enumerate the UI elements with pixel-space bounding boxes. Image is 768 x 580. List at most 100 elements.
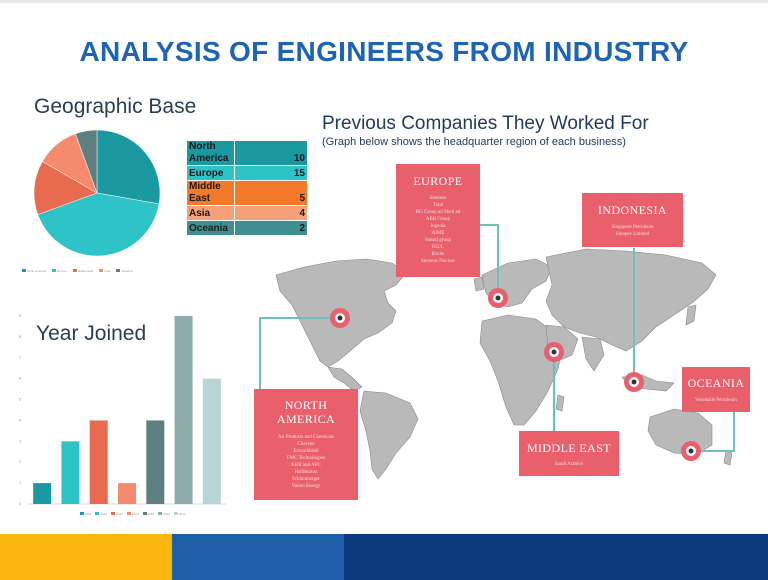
company-line: IGUL bbox=[432, 245, 444, 250]
y-tick-label: 4 bbox=[19, 417, 22, 422]
legend-swatch bbox=[95, 512, 100, 515]
bar-2013[interactable] bbox=[89, 420, 108, 504]
region-box-title: EUROPE bbox=[413, 174, 463, 188]
legend-swatch bbox=[52, 269, 57, 272]
geographic-table: North America 10 Europe 15 Middle East 5… bbox=[186, 140, 308, 236]
company-line: AIME bbox=[431, 231, 445, 236]
table-row: Oceania 2 bbox=[186, 220, 308, 236]
bar-legend-entry: 2012 bbox=[95, 512, 107, 516]
marker-north-america[interactable] bbox=[330, 308, 350, 328]
legend-label: 2011 bbox=[85, 512, 92, 516]
footer-segment bbox=[172, 534, 344, 580]
bar-2011[interactable] bbox=[33, 483, 52, 504]
legend-swatch bbox=[126, 512, 131, 515]
legend-swatch bbox=[111, 512, 116, 515]
land-japan bbox=[685, 304, 697, 326]
legend-swatch bbox=[158, 512, 163, 515]
geographic-base-heading: Geographic Base bbox=[34, 95, 197, 118]
table-region-cell: Asia bbox=[186, 205, 235, 221]
y-tick-label: 5 bbox=[19, 397, 22, 402]
table-region-cell: Middle East bbox=[186, 180, 235, 206]
table-count-cell: 10 bbox=[234, 140, 308, 166]
bar-2012[interactable] bbox=[61, 441, 80, 504]
land-madagascar bbox=[555, 394, 565, 412]
table-row: Middle East 5 bbox=[186, 180, 308, 206]
legend-swatch bbox=[80, 512, 84, 515]
geographic-pie-chart[interactable] bbox=[30, 126, 164, 260]
pie-slice-oceania[interactable] bbox=[75, 129, 98, 194]
bar-2015[interactable] bbox=[146, 420, 165, 504]
table-count-cell: 4 bbox=[234, 205, 308, 221]
y-tick-label: 7 bbox=[19, 355, 22, 360]
y-tick-label: 9 bbox=[19, 313, 22, 318]
legend-label: 2015 bbox=[147, 512, 155, 516]
map-markers bbox=[330, 288, 701, 461]
region-box-title: OCEANIA bbox=[687, 376, 745, 390]
previous-companies-subheading: (Graph below shows the headquarter regio… bbox=[322, 136, 626, 148]
company-line: FMC Technologies bbox=[286, 456, 326, 461]
marker-oceania[interactable] bbox=[681, 441, 701, 461]
region-box-title: NORTH AMERICA bbox=[276, 398, 336, 426]
pie-legend-entry: Middle East bbox=[72, 269, 93, 273]
marker-middle-east[interactable] bbox=[544, 342, 564, 362]
table-region-cell: Oceania bbox=[186, 220, 235, 236]
legend-label: 2017 bbox=[178, 512, 186, 516]
connector-north-america bbox=[259, 317, 340, 389]
world-map bbox=[259, 224, 735, 480]
y-tick-label: 1 bbox=[19, 480, 22, 485]
legend-swatch bbox=[99, 269, 104, 272]
bar-2014[interactable] bbox=[118, 483, 136, 504]
legend-label: 2012 bbox=[100, 512, 108, 516]
legend-label: Europe bbox=[57, 269, 67, 273]
land-new-zealand bbox=[723, 450, 733, 466]
company-line: ExxonMobil bbox=[293, 449, 319, 454]
table-row: Asia 4 bbox=[186, 205, 308, 221]
land-uk bbox=[473, 276, 485, 292]
company-line: Halliburton bbox=[294, 470, 318, 475]
legend-label: North America bbox=[27, 269, 47, 273]
marker-europe[interactable] bbox=[488, 288, 508, 308]
year-joined-bar-chart[interactable]: 0 1 2 3 4 5 6 7 8 9 bbox=[12, 308, 232, 512]
y-tick-label: 8 bbox=[19, 334, 22, 339]
pie-slice-europe[interactable] bbox=[37, 192, 160, 257]
land-asia bbox=[545, 248, 717, 352]
region-box-list: Saudi Aramco bbox=[519, 461, 619, 468]
table-region-cell: Europe bbox=[186, 165, 235, 181]
y-tick-label: 0 bbox=[19, 501, 22, 506]
footer-segment bbox=[0, 534, 172, 580]
pie-slice-north-america[interactable] bbox=[96, 129, 161, 205]
legend-swatch bbox=[22, 269, 26, 272]
connector-europe bbox=[480, 224, 499, 298]
y-tick-label: 2 bbox=[19, 459, 22, 464]
pie-legend: North America Europe Middle East Asia Oceani… bbox=[22, 269, 132, 273]
region-box-title: INDONESIA bbox=[598, 203, 667, 217]
bar-legend-entry: 2015 bbox=[142, 512, 155, 516]
region-box-list: Singapore Petroleum Sinopec Limited bbox=[582, 224, 683, 238]
company-line: Saudi Aramco bbox=[554, 462, 584, 467]
bar-2017[interactable] bbox=[202, 378, 221, 504]
footer-color-bar bbox=[0, 534, 768, 580]
table-count-cell: 5 bbox=[234, 180, 308, 206]
bar-legend-entry: 2017 bbox=[173, 512, 186, 516]
company-line: Roche bbox=[431, 252, 445, 257]
land-india bbox=[581, 336, 605, 372]
footer-segment bbox=[344, 534, 768, 580]
bar-legend-entry: 2013 bbox=[111, 512, 123, 516]
legend-swatch bbox=[116, 269, 121, 272]
y-tick-label: 6 bbox=[19, 376, 22, 381]
top-rule bbox=[0, 0, 768, 3]
bar-2016[interactable] bbox=[174, 316, 193, 504]
pie-legend-entry: Europe bbox=[52, 269, 67, 273]
company-line: Ingenia bbox=[430, 224, 446, 229]
pie-legend-entry: Asia bbox=[99, 269, 110, 273]
legend-label: 2014 bbox=[131, 512, 139, 516]
region-box-list: Woodside Petroleum bbox=[682, 397, 750, 404]
legend-swatch bbox=[72, 269, 77, 272]
table-region-cell: North America bbox=[186, 140, 235, 166]
region-box-europe: EUROPE Siemens Total BG Group ad Shell a… bbox=[396, 164, 480, 277]
region-box-middle-east: MIDDLE EAST Saudi Aramco bbox=[519, 431, 619, 476]
company-line: Schlumberger bbox=[292, 477, 320, 482]
marker-indonesia[interactable] bbox=[624, 372, 644, 392]
land-south-america bbox=[359, 390, 419, 480]
pie-slice-middle-east[interactable] bbox=[33, 161, 98, 215]
